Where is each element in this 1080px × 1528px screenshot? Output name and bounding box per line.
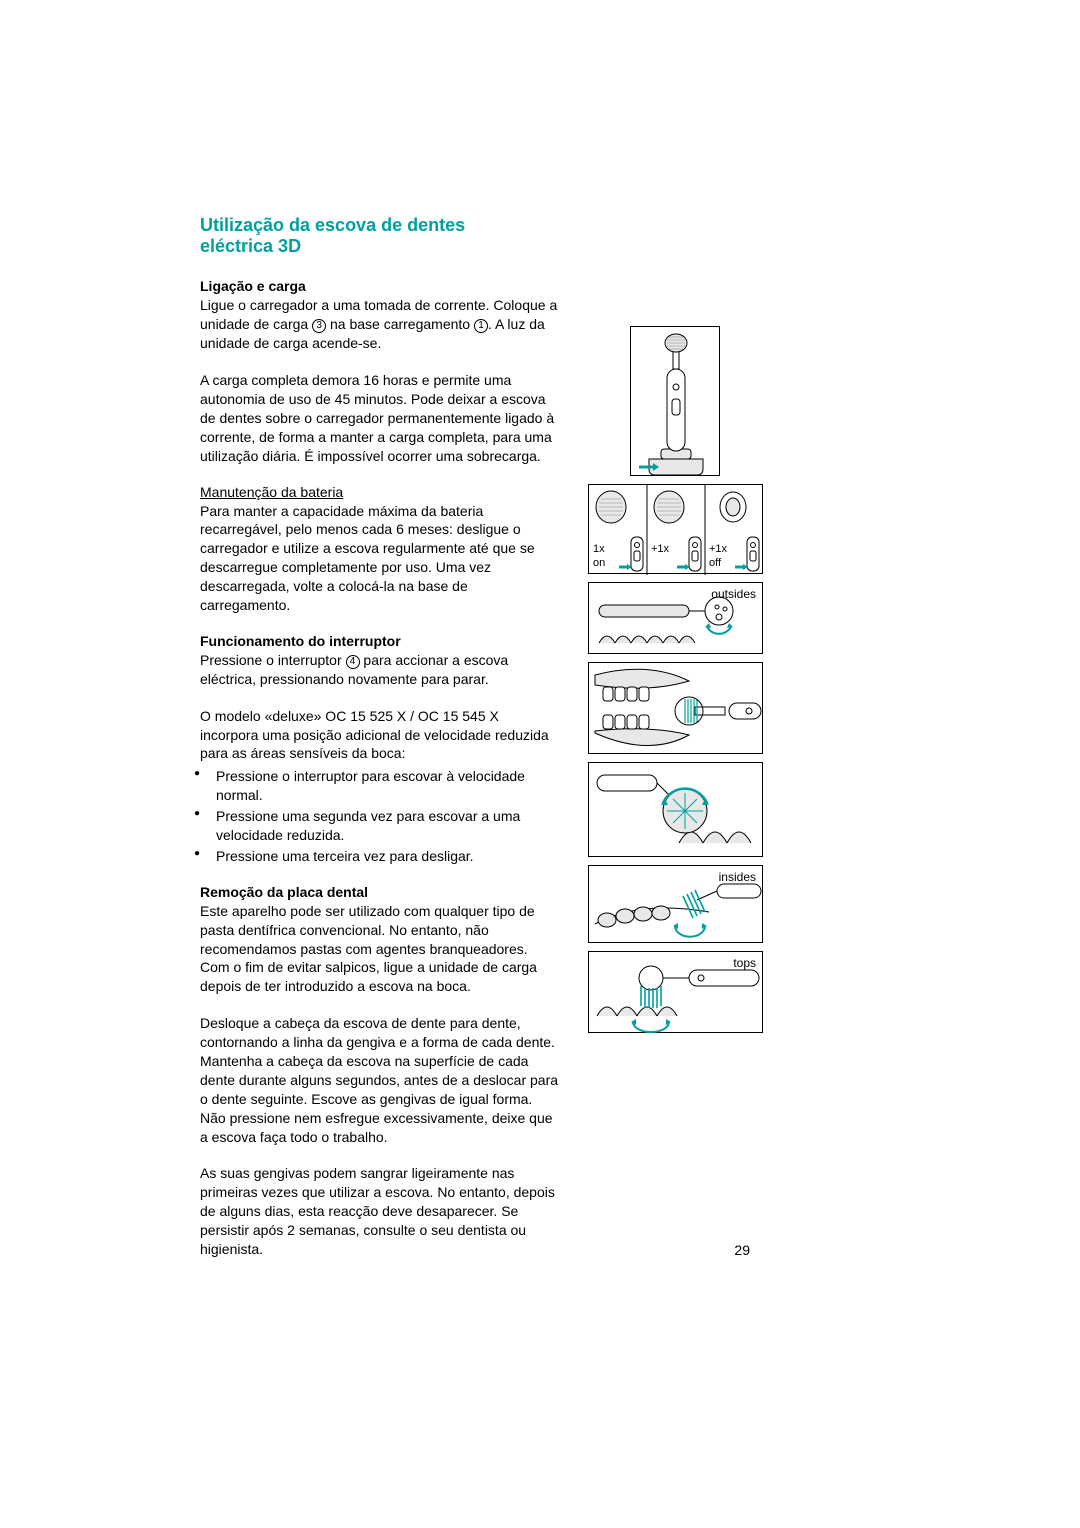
figure-insides: insides	[588, 865, 763, 943]
ref-circle-3: 3	[312, 319, 326, 333]
title-line2: eléctrica 3D	[200, 236, 301, 256]
figure-mouth-brush	[588, 662, 763, 754]
figure-label-outsides: outsides	[711, 587, 756, 601]
placa-p1: Este aparelho pode ser utilizado com qua…	[200, 902, 560, 996]
list-item: Pressione uma terceira vez para desligar…	[200, 847, 560, 866]
interruptor-bullets: Pressione o interruptor para escovar à v…	[200, 767, 560, 865]
ligacao-p1: Ligue o carregador a uma tomada de corre…	[200, 296, 560, 353]
ligacao-p1-b: na base carregamento	[326, 316, 474, 332]
section-heading-placa: Remoção da placa dental	[200, 884, 560, 900]
figure-switch-modes: 1x on +1x +1x off	[588, 484, 763, 574]
interruptor-p1-a: Pressione o interruptor	[200, 652, 346, 668]
placa-p2: Desloque a cabeça da escova de dente par…	[200, 1014, 560, 1146]
ligacao-p3: Para manter a capacidade máxima da bater…	[200, 502, 560, 615]
switch-cell-0-bot: on	[593, 557, 605, 569]
figure-column: 1x on +1x +1x off outsides	[588, 326, 763, 1041]
switch-cell-2-bot: off	[709, 557, 721, 569]
ref-circle-4: 4	[346, 655, 360, 669]
switch-cell-1-top: +1x	[651, 543, 669, 555]
switch-cell-0-top: 1x	[593, 543, 605, 555]
figure-rotation	[588, 762, 763, 857]
figure-label-tops: tops	[733, 956, 756, 970]
ref-circle-1: 1	[474, 319, 488, 333]
page-number: 29	[734, 1242, 750, 1258]
section-heading-ligacao: Ligação e carga	[200, 278, 560, 294]
list-item: Pressione o interruptor para escovar à v…	[200, 767, 560, 805]
figure-label-insides: insides	[719, 870, 756, 884]
interruptor-p1: Pressione o interruptor 4 para accionar …	[200, 651, 560, 689]
ligacao-subhead: Manutenção da bateria	[200, 484, 560, 500]
figure-tops: tops	[588, 951, 763, 1033]
list-item: Pressione uma segunda vez para escovar a…	[200, 807, 560, 845]
page-title: Utilização da escova de dentes eléctrica…	[200, 215, 560, 256]
interruptor-p2: O modelo «deluxe» OC 15 525 X / OC 15 54…	[200, 707, 560, 764]
figure-outsides: outsides	[588, 582, 763, 654]
switch-cell-2-top: +1x	[709, 543, 727, 555]
ligacao-p2: A carga completa demora 16 horas e permi…	[200, 371, 560, 465]
title-line1: Utilização da escova de dentes	[200, 215, 465, 235]
figure-charger	[630, 326, 720, 476]
placa-p3: As suas gengivas podem sangrar ligeirame…	[200, 1164, 560, 1258]
section-heading-interruptor: Funcionamento do interruptor	[200, 633, 560, 649]
